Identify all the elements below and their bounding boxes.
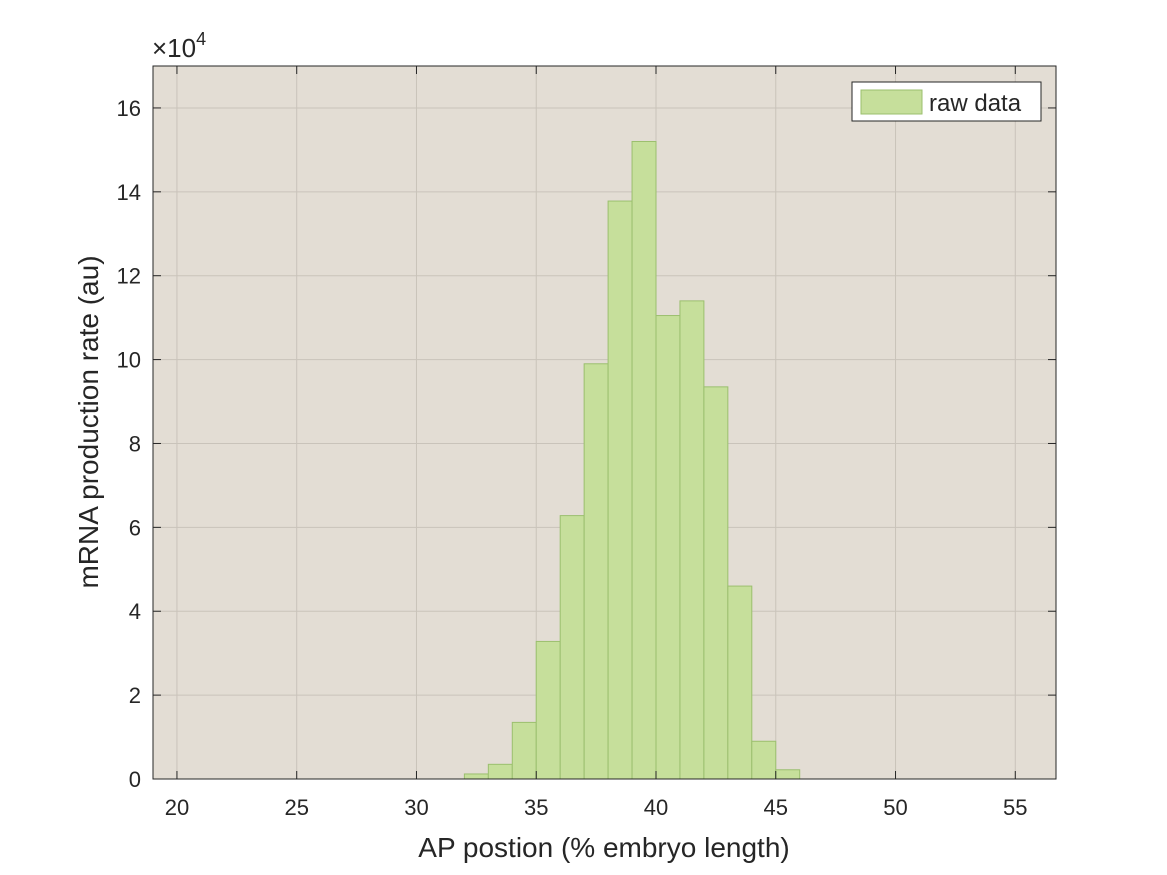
y-axis-ticks: 0 2 4 6 8 10 12 14 16 — [117, 96, 1056, 792]
x-tick-label: 30 — [404, 795, 428, 820]
x-tick-label: 35 — [524, 795, 548, 820]
y-tick-label: 8 — [129, 431, 141, 456]
y-tick-label: 6 — [129, 515, 141, 540]
histogram-bar — [559, 515, 585, 780]
histogram-bar — [511, 721, 537, 780]
x-tick-label: 20 — [165, 795, 189, 820]
x-axis-ticks: 20 25 30 35 40 45 50 55 — [165, 66, 1028, 820]
legend: raw data — [851, 81, 1042, 122]
y-tick-label: 16 — [117, 96, 141, 121]
histogram-bar — [703, 386, 729, 780]
plot-frame — [152, 65, 1057, 780]
histogram-bar — [463, 773, 489, 780]
y-tick-label: 14 — [117, 180, 141, 205]
x-tick-label: 50 — [883, 795, 907, 820]
histogram-bar — [775, 769, 801, 780]
y-tick-label: 12 — [117, 264, 141, 289]
histogram-bar — [727, 585, 753, 780]
y-tick-label: 4 — [129, 599, 141, 624]
x-tick-label: 55 — [1003, 795, 1027, 820]
x-axis-label: AP postion (% embryo length) — [418, 832, 789, 863]
legend-swatch — [860, 89, 923, 115]
y-exponent-label: ×104 — [152, 29, 206, 63]
histogram-bar — [631, 140, 657, 780]
histogram-bar — [487, 763, 513, 780]
x-tick-label: 40 — [644, 795, 668, 820]
x-tick-label: 45 — [764, 795, 788, 820]
histogram-bar — [535, 640, 561, 780]
histogram-bar — [751, 740, 777, 780]
legend-label: raw data — [929, 90, 1022, 117]
histogram-bar — [679, 300, 705, 780]
histogram-bar — [607, 200, 633, 780]
y-tick-label: 2 — [129, 683, 141, 708]
y-tick-label: 0 — [129, 767, 141, 792]
x-tick-label: 25 — [284, 795, 308, 820]
histogram-bars — [463, 140, 801, 780]
y-axis-label: mRNA production rate (au) — [73, 255, 104, 588]
histogram-bar — [655, 315, 681, 780]
y-tick-label: 10 — [117, 348, 141, 373]
y-exponent-power: 4 — [196, 29, 206, 49]
histogram-bar — [583, 363, 609, 780]
